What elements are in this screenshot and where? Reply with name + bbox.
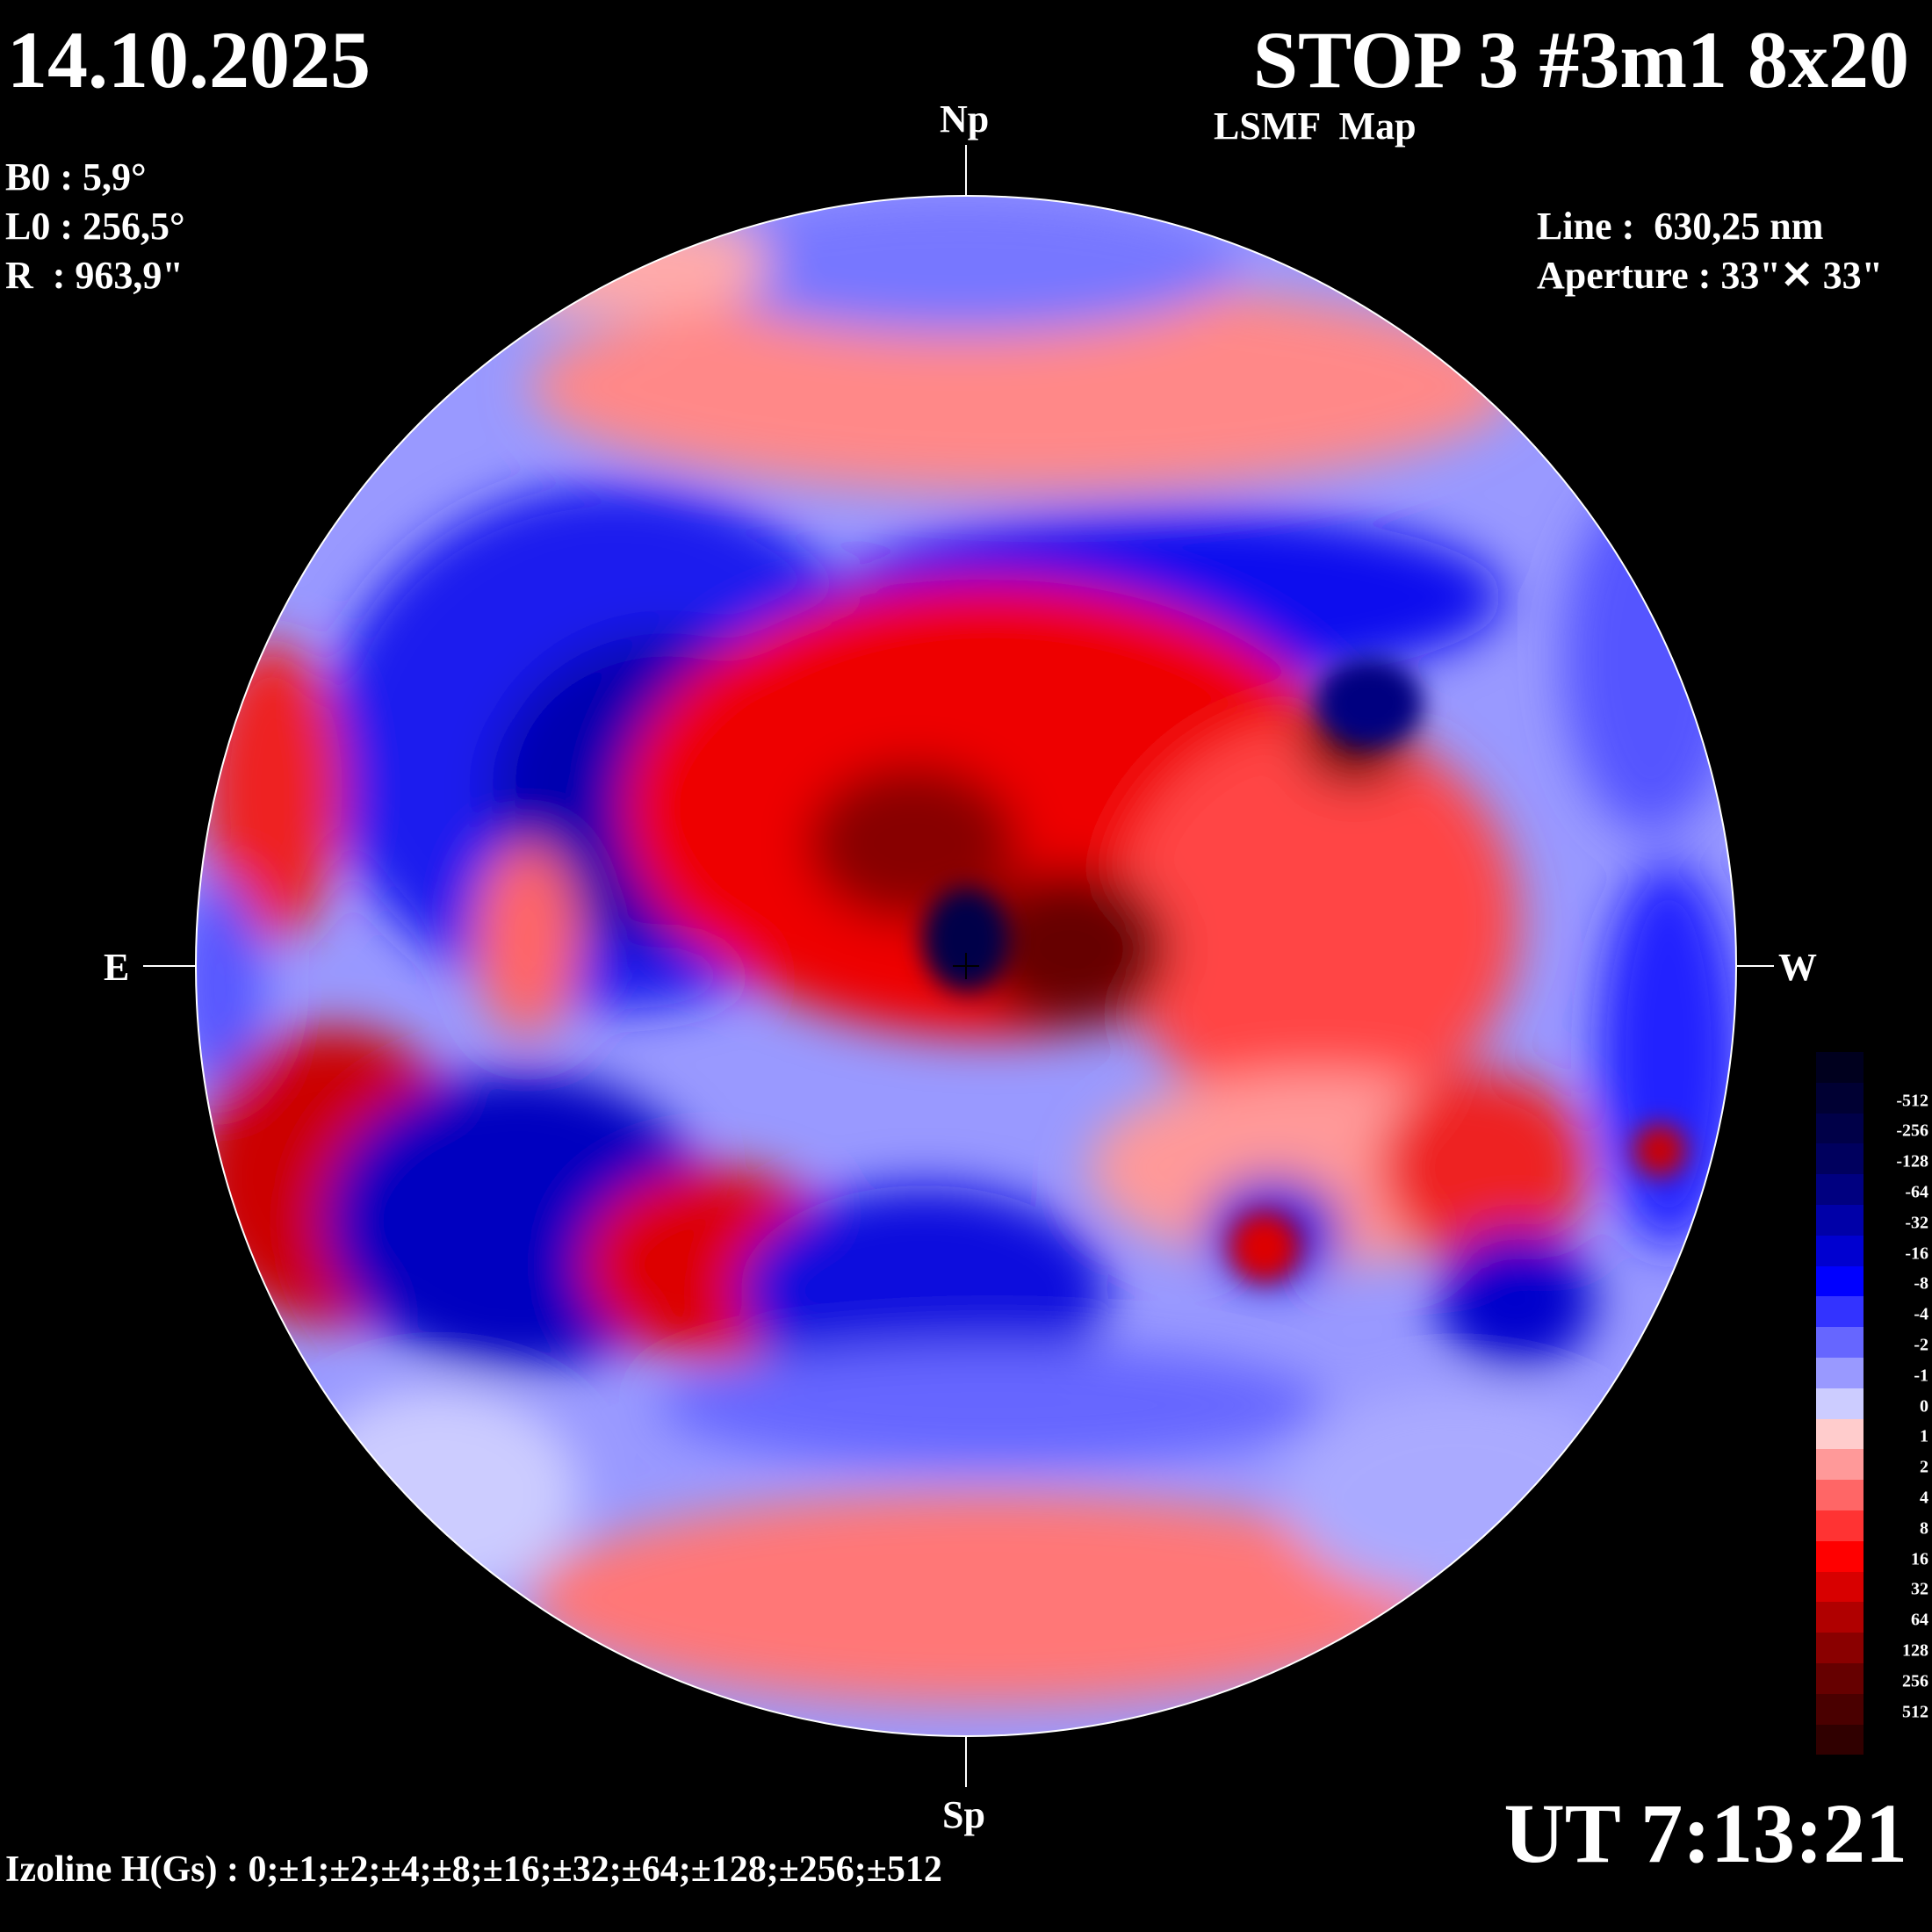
legend-label: -1 [1914, 1366, 1928, 1386]
legend-label: -512 [1896, 1091, 1928, 1111]
legend-label: -128 [1896, 1151, 1928, 1171]
legend-label: 2 [1920, 1457, 1928, 1477]
legend-label: 1 [1920, 1426, 1928, 1446]
legend-label: -256 [1896, 1121, 1928, 1141]
legend-swatch [1816, 1113, 1864, 1144]
south-pole-label: Sp [942, 1793, 985, 1836]
legend-swatch [1816, 1357, 1864, 1388]
legend-label: -2 [1914, 1335, 1928, 1355]
legend-swatch [1816, 1724, 1864, 1755]
legend-label: -16 [1905, 1244, 1928, 1264]
legend-swatch [1816, 1480, 1864, 1510]
legend-swatch [1816, 1082, 1864, 1114]
legend-label: -32 [1905, 1213, 1928, 1233]
legend-label: 16 [1911, 1549, 1928, 1569]
legend-swatch [1816, 1571, 1864, 1603]
west-label: W [1778, 946, 1817, 989]
color-legend: -512 -256 -128 -64 -32 -16 -8 -4 -2 -1 0 1 2 4 8 16 32 64… [1816, 1052, 1928, 1755]
legend-swatch [1816, 1602, 1864, 1633]
north-pole-label: Np [940, 97, 990, 141]
legend-label: 0 [1920, 1396, 1928, 1417]
map-title: STOP 3 #3m1 8x20 [1252, 15, 1909, 105]
izoline-levels: Izoline H(Gs) : 0;±1;±2;±4;±8;±16;±32;±6… [5, 1849, 942, 1890]
legend-swatch [1816, 1296, 1864, 1328]
legend-swatch [1816, 1143, 1864, 1175]
legend-label: 256 [1902, 1671, 1928, 1691]
legend-label: 8 [1920, 1518, 1928, 1539]
param-l0: L0 : 256,5° [5, 205, 185, 248]
legend-swatch [1816, 1388, 1864, 1419]
map-subtitle: LSMF Map [1214, 105, 1417, 148]
legend-swatch [1816, 1540, 1864, 1572]
solar-disk [196, 196, 1736, 1736]
legend-swatch [1816, 1633, 1864, 1663]
legend-swatch [1816, 1174, 1864, 1205]
observation-time: UT 7:13:21 [1503, 1786, 1907, 1880]
legend-swatch [1816, 1327, 1864, 1358]
legend-swatch [1816, 1052, 1864, 1083]
legend-swatch [1816, 1693, 1864, 1725]
legend-swatch [1816, 1204, 1864, 1236]
observation-date: 14.10.2025 [7, 15, 371, 105]
east-label: E [104, 946, 130, 989]
legend-label: -64 [1905, 1182, 1928, 1202]
param-aperture: Aperture : 33"✕ 33" [1537, 254, 1884, 297]
legend-swatch [1816, 1510, 1864, 1541]
param-b0: B0 : 5,9° [5, 155, 147, 198]
center-crosshair-icon [953, 953, 979, 979]
legend-label: -8 [1914, 1273, 1928, 1294]
legend-label: -4 [1914, 1304, 1928, 1324]
legend-label: 128 [1902, 1640, 1928, 1661]
legend-label: 32 [1911, 1579, 1928, 1599]
legend-label: 64 [1911, 1610, 1928, 1630]
legend-swatch [1816, 1235, 1864, 1266]
legend-swatch [1816, 1449, 1864, 1481]
legend-swatch [1816, 1418, 1864, 1450]
legend-swatch [1816, 1265, 1864, 1297]
param-radius: R : 963,9" [5, 254, 184, 297]
legend-label: 4 [1920, 1488, 1928, 1508]
param-line: Line : 630,25 nm [1537, 205, 1824, 248]
legend-swatch [1816, 1662, 1864, 1694]
legend-label: 512 [1902, 1702, 1928, 1722]
